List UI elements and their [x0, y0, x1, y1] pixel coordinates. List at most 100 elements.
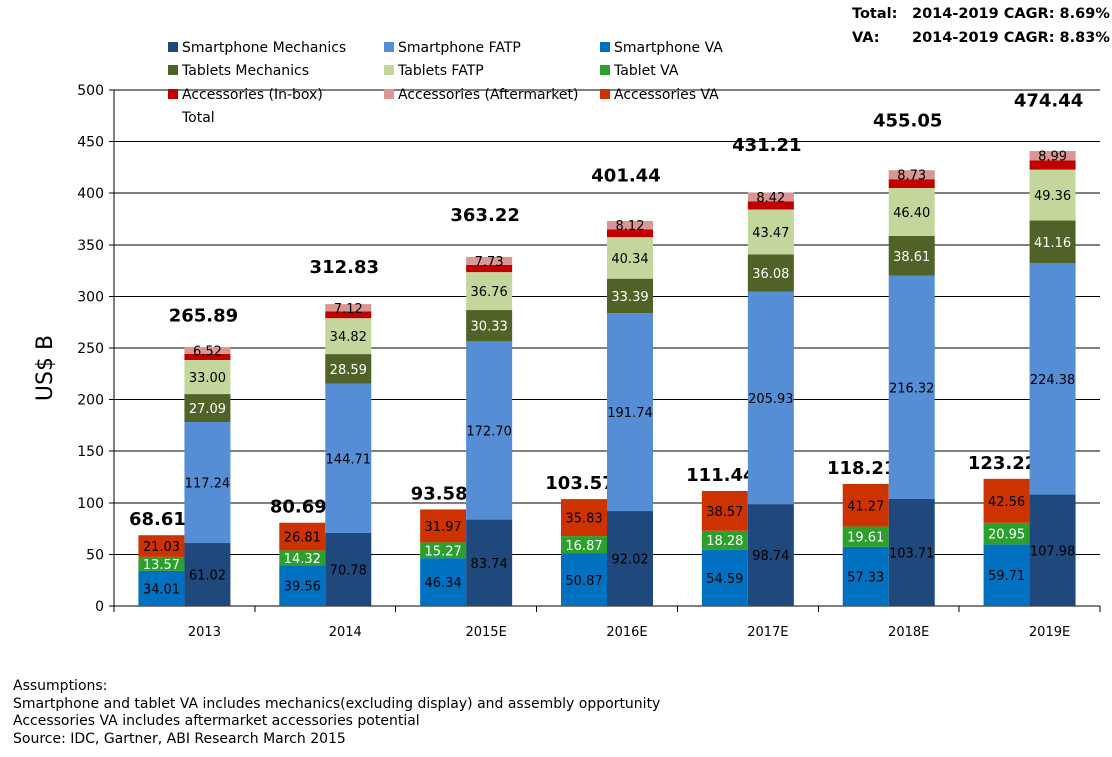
- total-label-va: 111.44: [686, 465, 755, 486]
- legend-swatch-tablets-fatp: [384, 65, 394, 75]
- data-label-smartphone-va: 54.59: [706, 572, 743, 587]
- data-label-smartphone-mechanics: 83.74: [471, 557, 508, 572]
- bar-tablets-mechanics: [888, 235, 935, 276]
- total-label-va: 93.58: [411, 483, 468, 504]
- x-tick-label: 2017E: [747, 625, 788, 640]
- y-tick-label: 350: [77, 238, 104, 254]
- bar-accessories-in-box: [1029, 160, 1076, 170]
- va-cagr: VA: 2014-2019 CAGR: 8.83%: [852, 30, 1110, 46]
- total-label-va: 118.21: [827, 458, 896, 479]
- data-label-smartphone-fatp: 172.70: [466, 424, 512, 439]
- x-tick-label: 2015E: [465, 625, 506, 640]
- data-label-accessories-aftermarket: 7.12: [334, 302, 363, 317]
- data-label-accessories-va: 31.97: [425, 520, 462, 535]
- legend-label-tablet-va: Tablet VA: [613, 63, 679, 79]
- note-line-accessories: Accessories VA includes aftermarket acce…: [13, 713, 420, 729]
- chart-notes: Assumptions: Smartphone and tablet VA in…: [13, 678, 660, 748]
- data-label-accessories-aftermarket: 8.99: [1038, 150, 1067, 165]
- total-cagr-label: Total:: [852, 6, 898, 22]
- data-label-tablet-va: 18.28: [706, 534, 743, 549]
- legend-label-tablets-fatp: Tablets FATP: [397, 63, 484, 79]
- bar-smartphone-va: [701, 549, 748, 606]
- y-tick-label: 400: [77, 186, 104, 202]
- data-label-smartphone-va: 39.56: [284, 580, 321, 595]
- data-label-smartphone-fatp: 117.24: [185, 477, 231, 492]
- bar-accessories-aftermarket: [325, 304, 372, 312]
- x-tick-label: 2019E: [1029, 625, 1070, 640]
- bar-smartphone-fatp: [184, 422, 231, 544]
- bar-tablets-mechanics: [466, 310, 513, 342]
- data-label-smartphone-mechanics: 70.78: [330, 563, 367, 578]
- legend-label-smartphone-mechanics: Smartphone Mechanics: [182, 40, 346, 56]
- va-cagr-label: VA:: [852, 30, 880, 46]
- bar-tablets-mechanics: [1029, 220, 1076, 264]
- x-tick-label: 2014: [329, 625, 362, 640]
- bar-tablets-fatp: [1029, 169, 1076, 221]
- bar-accessories-va: [842, 484, 889, 527]
- bar-accessories-va: [561, 499, 607, 537]
- bar-accessories-aftermarket: [1029, 151, 1076, 161]
- legend-swatch-smartphone-fatp: [384, 42, 394, 52]
- bar-tablet-va: [138, 556, 185, 571]
- total-label-va: 103.57: [545, 473, 614, 494]
- y-tick-label: 100: [77, 496, 104, 512]
- bar-accessories-va: [279, 522, 326, 551]
- bar-accessories-in-box: [888, 179, 935, 188]
- bar-smartphone-mechanics: [184, 543, 231, 606]
- bar-smartphone-fatp: [888, 275, 935, 499]
- y-axis-label: US$ B: [33, 335, 58, 401]
- bar-smartphone-mechanics: [325, 532, 372, 606]
- bar-accessories-in-box: [325, 311, 372, 319]
- total-label-total: 455.05: [873, 110, 942, 131]
- y-tick-label: 300: [77, 289, 104, 305]
- data-label-smartphone-mechanics: 107.98: [1030, 544, 1076, 559]
- bar-tablets-fatp: [184, 360, 231, 395]
- data-label-accessories-va: 35.83: [565, 512, 602, 527]
- x-tick-label: 2018E: [888, 625, 929, 640]
- bar-tablets-fatp: [466, 272, 513, 311]
- legend-swatch-accessories-in-box: [168, 89, 178, 99]
- data-label-accessories-aftermarket: 8.73: [897, 169, 926, 184]
- legend-swatch-accessories-va: [600, 89, 610, 99]
- total-label-va: 123.22: [968, 453, 1037, 474]
- va-cagr-value: 2014-2019 CAGR: 8.83%: [912, 30, 1110, 46]
- y-tick-label: 200: [77, 393, 104, 409]
- data-label-smartphone-mechanics: 61.02: [189, 569, 226, 584]
- bar-tablets-mechanics: [607, 278, 653, 314]
- x-tick-label: 2013: [188, 625, 221, 640]
- x-tick-label: 2016E: [606, 625, 647, 640]
- data-label-tablets-fatp: 46.40: [893, 206, 930, 221]
- legend-swatch-tablet-va: [600, 65, 610, 75]
- legend-label-smartphone-fatp: Smartphone FATP: [398, 40, 521, 56]
- data-label-smartphone-va: 57.33: [847, 570, 884, 585]
- bar-accessories-aftermarket: [607, 220, 653, 230]
- data-label-tablet-va: 13.57: [143, 558, 180, 573]
- bar-tablets-fatp: [325, 318, 372, 355]
- data-label-accessories-va: 42.56: [988, 495, 1025, 510]
- data-label-smartphone-fatp: 191.74: [607, 406, 653, 421]
- data-label-tablets-mechanics: 33.39: [611, 290, 648, 305]
- bar-accessories-va: [983, 478, 1030, 523]
- data-label-smartphone-va: 46.34: [425, 576, 462, 591]
- bar-tablet-va: [420, 542, 467, 559]
- data-label-tablets-mechanics: 36.08: [752, 267, 789, 282]
- data-label-smartphone-mechanics: 98.74: [752, 549, 789, 564]
- total-cagr: Total: 2014-2019 CAGR: 8.69%: [852, 6, 1110, 22]
- legend-label-accessories-aftermarket: Accessories (Aftermarket): [398, 87, 578, 103]
- bar-smartphone-mechanics: [607, 511, 653, 606]
- bar-tablets-mechanics: [184, 394, 231, 423]
- y-tick-label: 50: [86, 547, 104, 563]
- bar-accessories-va: [138, 535, 185, 557]
- bar-smartphone-mechanics: [888, 498, 935, 606]
- data-label-accessories-aftermarket: 6.52: [193, 344, 222, 359]
- data-label-accessories-va: 21.03: [143, 540, 180, 555]
- note-line-assumptions: Assumptions:: [13, 678, 108, 694]
- data-label-smartphone-fatp: 216.32: [889, 381, 935, 396]
- data-label-tablets-fatp: 49.36: [1034, 189, 1071, 204]
- data-label-smartphone-fatp: 144.71: [326, 452, 372, 467]
- bar-tablet-va: [561, 536, 607, 554]
- legend-label-tablets-mechanics: Tablets Mechanics: [181, 63, 309, 79]
- legend-label-total: Total: [181, 110, 215, 126]
- data-label-tablets-fatp: 33.00: [189, 371, 226, 386]
- bar-tablet-va: [983, 522, 1030, 545]
